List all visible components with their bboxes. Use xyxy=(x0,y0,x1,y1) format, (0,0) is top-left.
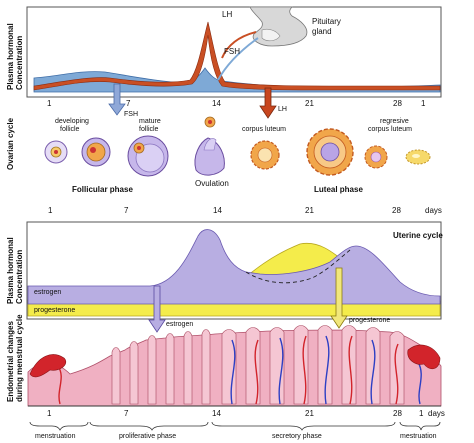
endometrium-side-label-1: Endometrial changes xyxy=(6,321,15,402)
follicular-phase-label: Follicular phase xyxy=(72,185,133,194)
ovarian-tick-21: 21 xyxy=(305,206,314,215)
phase-mestruation: mestruation xyxy=(400,433,437,440)
top-y-label-1: Plasma hormonal xyxy=(6,23,15,90)
endo-tick-14: 14 xyxy=(212,409,221,418)
menstrual-bleeding-start xyxy=(29,354,67,378)
top-tick-1: 1 xyxy=(47,99,52,108)
uterine-cycle-title: Uterine cycle xyxy=(393,231,443,240)
developing-label-2: follicle xyxy=(60,126,80,133)
top-tick-14: 14 xyxy=(212,99,221,108)
progesterone-band-label: progesterone xyxy=(34,307,75,314)
top-tick-1b: 1 xyxy=(421,99,426,108)
developing-follicle xyxy=(81,137,111,167)
endo-tick-7: 7 xyxy=(124,409,129,418)
fsh-release-arrow xyxy=(217,37,259,81)
regressive-label-2: corpus luteum xyxy=(368,126,412,133)
lh-label: LH xyxy=(222,10,232,19)
luteal-phase-label: Luteal phase xyxy=(314,185,363,194)
mature-label-2: follicle xyxy=(139,126,159,133)
fsh-label: FSH xyxy=(224,47,240,56)
fsh-arrow xyxy=(108,83,126,116)
top-tick-28: 28 xyxy=(393,99,402,108)
ovulation-follicle xyxy=(194,116,225,176)
endometrium-day-ticks: 1 7 14 21 28 1 days xyxy=(47,409,445,418)
uterine-y-label-2: Concentration xyxy=(15,250,24,304)
phase-menstruation: menstruation xyxy=(35,433,76,440)
top-y-label-2: Concentration xyxy=(15,36,24,90)
lh-arrow xyxy=(259,87,277,119)
ovarian-tick-7: 7 xyxy=(124,206,129,215)
top-day-ticks: 1 7 14 21 28 1 xyxy=(47,99,426,108)
fsh-arrow-label: FSH xyxy=(124,111,138,118)
mature-follicle xyxy=(127,135,169,177)
mature-label-1: mature xyxy=(139,118,161,125)
endometrium-side-label-2: during menstrual cycle xyxy=(15,314,24,402)
lh-release-arrow xyxy=(221,31,257,59)
corpus-luteum-early xyxy=(250,140,280,170)
pituitary-gland-icon xyxy=(249,6,308,47)
regressive-label-1: regresive xyxy=(380,118,409,125)
corpus-albicans xyxy=(405,149,431,165)
progesterone-arrow-label: progesterone xyxy=(349,317,390,324)
progesterone-arrow xyxy=(330,267,348,329)
ovarian-day-ticks: 1 7 14 21 28 days xyxy=(48,206,442,215)
endo-days-unit: days xyxy=(428,409,445,418)
endo-tick-28: 28 xyxy=(393,409,402,418)
estrogen-band-label: estrogen xyxy=(34,289,61,296)
corpus-luteum-label: corpus luteum xyxy=(242,126,286,133)
ovarian-tick-1: 1 xyxy=(48,206,53,215)
pituitary-label-1: Pituitary xyxy=(312,17,341,26)
endo-tick-21: 21 xyxy=(305,409,314,418)
ovarian-tick-28: 28 xyxy=(392,206,401,215)
developing-label-1: developing xyxy=(55,118,89,125)
corpus-luteum-regressing xyxy=(364,145,388,169)
endo-tick-1: 1 xyxy=(47,409,52,418)
ovarian-days-unit: days xyxy=(425,206,442,215)
estrogen-arrow-label: estrogen xyxy=(166,321,193,328)
ovarian-tick-14: 14 xyxy=(213,206,222,215)
estrogen-arrow xyxy=(148,285,166,333)
corpus-luteum-mature xyxy=(306,128,354,176)
lh-curve xyxy=(33,21,441,91)
primary-follicle xyxy=(44,140,68,164)
progesterone-dashed-line xyxy=(245,249,351,284)
ovarian-side-label: Ovarian cycle xyxy=(6,117,15,170)
uterine-y-label-1: Plasma hormonal xyxy=(6,237,15,304)
ovulation-label: Ovulation xyxy=(195,179,229,188)
phase-proliferative: proliferative phase xyxy=(119,433,176,440)
top-tick-21: 21 xyxy=(305,99,314,108)
phase-secretory: secretory phase xyxy=(272,433,322,440)
lh-arrow-label: LH xyxy=(278,106,287,113)
top-tick-7: 7 xyxy=(126,99,131,108)
endometrial-glands xyxy=(111,325,405,405)
phase-braces xyxy=(29,421,441,431)
endo-tick-1b: 1 xyxy=(419,409,424,418)
menstrual-bleeding-end xyxy=(407,344,441,370)
pituitary-label-2: gland xyxy=(312,27,332,36)
